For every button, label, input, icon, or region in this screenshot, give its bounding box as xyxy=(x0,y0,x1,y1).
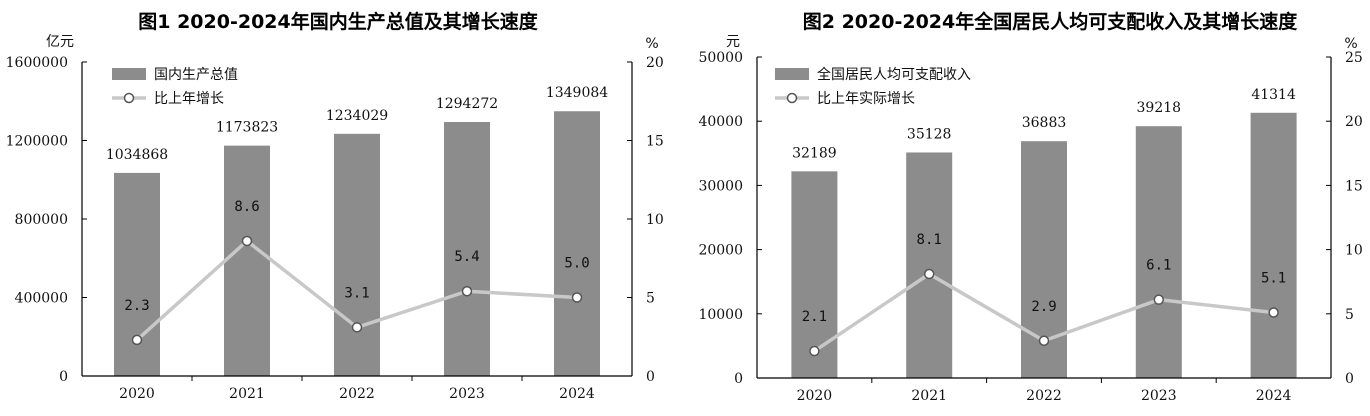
legend-bar-label: 国内生产总值 xyxy=(154,67,238,83)
y-right-tick-label: 15 xyxy=(646,134,664,150)
y-right-tick-label: 15 xyxy=(1345,178,1363,194)
bar-value-label: 1349084 xyxy=(546,85,608,101)
y-right-tick-label: 5 xyxy=(1345,307,1354,323)
y-left-tick-label: 800000 xyxy=(15,212,68,228)
legend-bar-swatch xyxy=(112,68,146,80)
growth-point xyxy=(1153,294,1165,305)
growth-point xyxy=(571,292,583,303)
chart-panel-income: 图2 2020-2024年全国居民人均可支配收入及其增长速度元% 32189 351… xyxy=(685,0,1370,416)
y-left-tick-label: 1200000 xyxy=(6,134,68,150)
legend-line-label: 比上年实际增长 xyxy=(817,91,915,107)
legend-line-marker xyxy=(123,92,135,104)
growth-value-label: 2.3 xyxy=(124,298,149,314)
bar-value-label: 1034868 xyxy=(106,147,168,163)
bar xyxy=(554,111,600,377)
x-tick-label: 2020 xyxy=(119,386,155,402)
bar-value-label: 1234029 xyxy=(326,108,388,124)
growth-point xyxy=(923,268,935,280)
bar xyxy=(791,171,838,378)
bar xyxy=(906,152,953,378)
y-left-unit: 元 xyxy=(726,34,740,50)
chart-title: 图2 2020-2024年全国居民人均可支配收入及其增长速度 xyxy=(803,10,1298,33)
bar xyxy=(224,145,270,376)
bar-value-label: 32189 xyxy=(792,145,837,161)
growth-point xyxy=(1268,307,1279,318)
y-right-tick-label: 5 xyxy=(646,291,655,307)
x-tick-label: 2024 xyxy=(1256,388,1292,404)
growth-value-label: 8.6 xyxy=(234,199,259,215)
y-left-unit: 亿元 xyxy=(46,34,74,50)
bar xyxy=(444,121,490,377)
y-left-tick-label: 50000 xyxy=(698,50,743,66)
bar xyxy=(334,133,380,376)
y-right-tick-label: 0 xyxy=(1345,371,1354,387)
x-tick-label: 2023 xyxy=(449,386,485,402)
growth-point xyxy=(1038,335,1050,347)
growth-point xyxy=(809,345,820,357)
x-tick-label: 2020 xyxy=(797,388,833,404)
growth-point xyxy=(461,285,473,297)
y-left-tick-label: 20000 xyxy=(698,243,743,259)
bar-value-label: 36883 xyxy=(1022,115,1067,131)
x-tick-label: 2021 xyxy=(229,386,265,402)
y-right-unit: % xyxy=(1344,36,1357,52)
growth-value-label: 3.1 xyxy=(344,285,369,301)
bar xyxy=(1135,126,1182,378)
legend-bar-label: 全国居民人均可支配收入 xyxy=(817,66,971,83)
growth-point xyxy=(131,334,143,346)
y-left-tick-label: 40000 xyxy=(698,114,743,130)
legend-line-marker xyxy=(786,92,798,104)
chart-title: 图1 2020-2024年国内生产总值及其增长速度 xyxy=(138,10,538,33)
legend-line-label: 比上年增长 xyxy=(154,91,224,107)
growth-value-label: 5.0 xyxy=(564,256,589,272)
growth-value-label: 5.4 xyxy=(454,249,479,265)
y-left-tick-label: 0 xyxy=(734,371,743,387)
y-right-tick-label: 25 xyxy=(1345,50,1363,66)
y-right-tick-label: 20 xyxy=(646,55,664,71)
bar-value-label: 1294272 xyxy=(436,96,498,112)
growth-value-label: 2.9 xyxy=(1031,299,1056,315)
y-right-tick-label: 10 xyxy=(1345,243,1363,259)
y-right-tick-label: 0 xyxy=(646,369,655,385)
bar-value-label: 39218 xyxy=(1137,100,1182,116)
x-tick-label: 2021 xyxy=(911,388,947,404)
growth-value-label: 8.1 xyxy=(917,232,942,248)
x-tick-label: 2024 xyxy=(559,386,595,402)
y-left-tick-label: 0 xyxy=(59,369,68,385)
chart-panel-gdp: 图1 2020-2024年国内生产总值及其增长速度亿元% 1034868 11738… xyxy=(6,10,664,402)
y-left-tick-label: 30000 xyxy=(698,178,743,194)
bar xyxy=(1250,112,1297,378)
legend-bar-swatch xyxy=(775,68,809,80)
growth-value-label: 2.1 xyxy=(802,309,827,325)
y-right-unit: % xyxy=(645,36,658,52)
bar-value-label: 41314 xyxy=(1251,87,1296,103)
growth-point xyxy=(351,322,363,333)
x-tick-label: 2022 xyxy=(1026,388,1062,404)
y-left-tick-label: 10000 xyxy=(698,307,743,323)
bar-value-label: 35128 xyxy=(907,126,952,142)
y-right-tick-label: 20 xyxy=(1345,114,1363,130)
x-tick-label: 2022 xyxy=(339,386,375,402)
bar-value-label: 1173823 xyxy=(216,120,278,136)
growth-value-label: 5.1 xyxy=(1261,271,1286,287)
y-left-tick-label: 400000 xyxy=(15,291,68,307)
x-tick-label: 2023 xyxy=(1141,388,1177,404)
y-right-tick-label: 10 xyxy=(646,212,664,228)
bar xyxy=(114,172,160,376)
growth-value-label: 6.1 xyxy=(1146,258,1171,274)
y-left-tick-label: 1600000 xyxy=(6,55,68,71)
growth-point xyxy=(241,235,253,247)
